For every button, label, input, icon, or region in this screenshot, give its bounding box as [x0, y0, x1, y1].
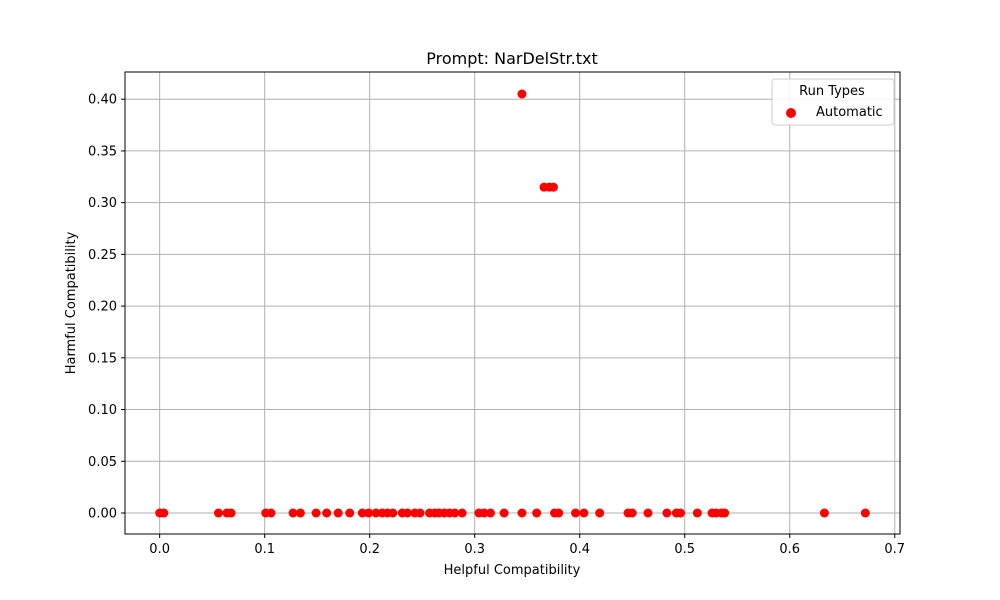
data-points	[155, 89, 870, 518]
data-point	[548, 182, 558, 192]
data-point	[371, 508, 381, 518]
data-point	[499, 508, 509, 518]
y-tick-label: 0.10	[88, 403, 117, 418]
data-point	[333, 508, 343, 518]
y-tick-label: 0.30	[88, 196, 117, 211]
y-axis-label: Harmful Compatibility	[64, 231, 79, 374]
legend: Run Types Automatic	[771, 78, 895, 126]
legend-title: Run Types	[799, 84, 865, 99]
axis-ticks: 0.0 0.1 0.2 0.3 0.4 0.5 0.6 0.7 0.00 0.05 0.10 0.15…	[88, 93, 905, 557]
data-point	[159, 508, 169, 518]
y-tick-label: 0.15	[88, 351, 117, 366]
data-point	[388, 508, 398, 518]
y-tick-label: 0.25	[88, 248, 117, 263]
data-point	[457, 508, 467, 518]
data-point	[676, 508, 686, 518]
data-point	[311, 508, 321, 518]
data-point	[554, 508, 564, 518]
data-point	[517, 508, 527, 518]
data-point	[571, 508, 581, 518]
data-point	[819, 508, 829, 518]
legend-label-automatic: Automatic	[816, 105, 883, 120]
data-point	[627, 508, 637, 518]
data-point	[266, 508, 276, 518]
y-tick-label: 0.20	[88, 300, 117, 315]
data-point	[322, 508, 332, 518]
grid-lines	[125, 72, 900, 534]
data-point	[692, 508, 702, 518]
data-point	[579, 508, 589, 518]
data-point	[213, 508, 223, 518]
data-point	[450, 508, 460, 518]
data-point	[402, 508, 412, 518]
x-tick-label: 0.6	[779, 542, 800, 557]
data-point	[345, 508, 355, 518]
y-tick-label: 0.40	[88, 93, 117, 108]
legend-box	[771, 78, 895, 126]
data-point	[479, 508, 489, 518]
data-point	[364, 508, 374, 518]
data-point	[720, 508, 730, 518]
x-tick-label: 0.4	[569, 542, 590, 557]
x-axis-label: Helpful Compatibility	[444, 563, 581, 578]
data-point	[517, 89, 527, 99]
x-tick-label: 0.1	[254, 542, 275, 557]
data-point	[662, 508, 672, 518]
y-tick-label: 0.35	[88, 144, 117, 159]
data-point	[532, 508, 542, 518]
data-point	[357, 508, 367, 518]
data-point	[295, 508, 305, 518]
plot-frame	[124, 71, 901, 535]
data-point	[860, 508, 870, 518]
y-tick-label: 0.00	[88, 507, 117, 522]
x-tick-label: 0.7	[884, 542, 905, 557]
y-tick-label: 0.05	[88, 455, 117, 470]
data-point	[595, 508, 605, 518]
data-point	[415, 508, 425, 518]
chart-title: Prompt: NarDelStr.txt	[426, 49, 597, 68]
x-tick-label: 0.2	[359, 542, 380, 557]
x-tick-label: 0.0	[149, 542, 170, 557]
data-point	[643, 508, 653, 518]
data-point	[485, 508, 495, 518]
data-point	[226, 508, 236, 518]
x-tick-label: 0.3	[464, 542, 485, 557]
x-tick-label: 0.5	[674, 542, 695, 557]
legend-marker	[786, 108, 796, 118]
data-point	[288, 508, 298, 518]
